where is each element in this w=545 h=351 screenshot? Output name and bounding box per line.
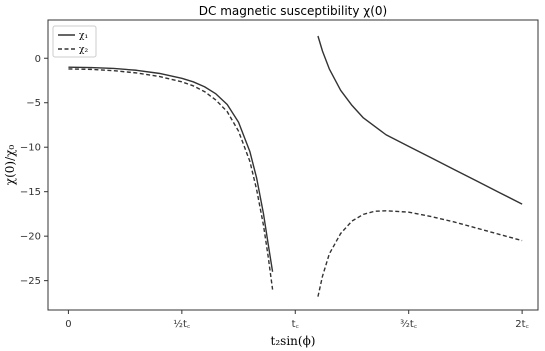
y-tick-label: −10 (20, 143, 41, 154)
y-ticks: 0 −5 −10 −15 −20 −25 (20, 54, 48, 287)
series-2-line-branch-2 (317, 210, 523, 297)
series-layer (68, 35, 523, 297)
y-tick-label: −15 (20, 187, 41, 198)
x-tick-label: ³⁄₂t꜀ (400, 319, 418, 330)
chart-title: DC magnetic susceptibility χ(0) (199, 4, 387, 18)
y-tick-label: 0 (35, 54, 41, 65)
legend: χ₁ χ₂ (52, 25, 97, 58)
legend-label-chi2: χ₂ (79, 45, 88, 55)
series-1-line-branch-2 (317, 35, 523, 205)
plot-frame (47, 19, 539, 311)
x-tick-label: ½t꜀ (173, 318, 191, 330)
x-ticks: 0 ½t꜀ t꜀ ³⁄₂t꜀ 2t꜀ (65, 310, 530, 330)
y-tick-label: −20 (20, 232, 41, 243)
x-tick-label: 0 (65, 319, 71, 330)
y-tick-label: −5 (26, 98, 41, 109)
x-tick-label: t꜀ (292, 319, 300, 330)
series-2-line-branch-1 (68, 68, 274, 290)
y-axis-label: χ(0)/χ₀ (3, 145, 17, 186)
legend-box (52, 25, 97, 58)
x-tick-label: 2t꜀ (515, 319, 529, 330)
legend-label-chi1: χ₁ (79, 31, 88, 41)
y-tick-label: −25 (20, 276, 41, 287)
x-axis-label: t₂sin(ϕ) (271, 334, 316, 348)
series-1-line-branch-1 (68, 66, 274, 272)
